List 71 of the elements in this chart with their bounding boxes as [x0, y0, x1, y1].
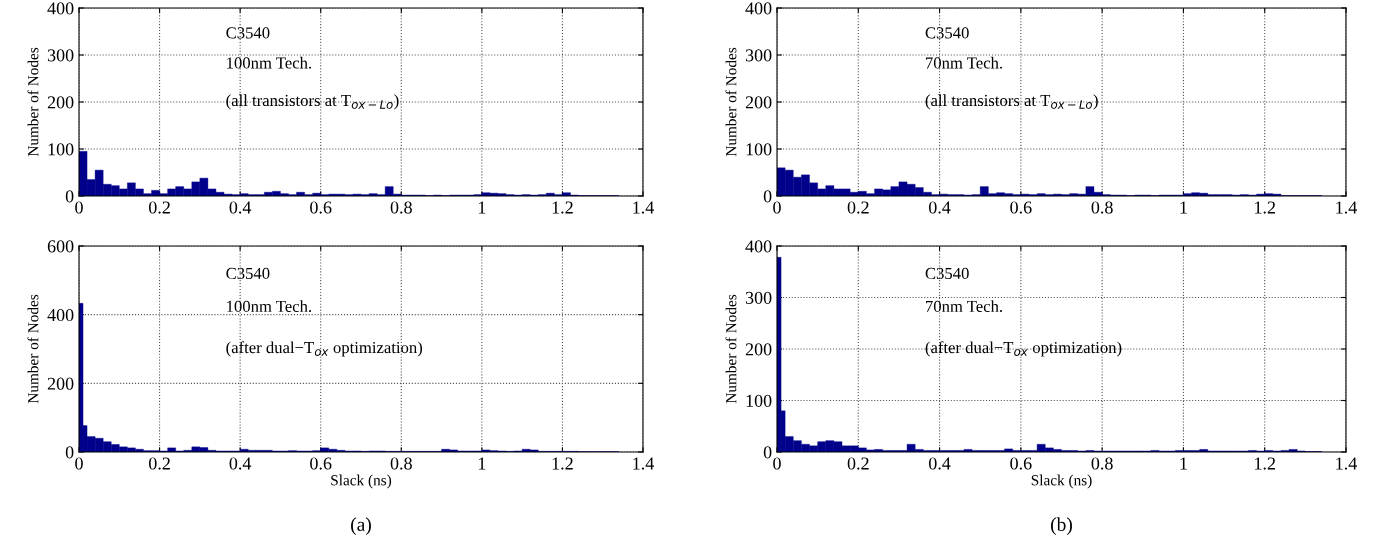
annotation: 100nm Tech. [227, 300, 312, 313]
x-tick-label: 0 [75, 201, 83, 214]
x-tick-label: 0.2 [148, 457, 170, 470]
x-tick-label: 0.2 [847, 457, 869, 470]
x-tick-label: 0.8 [1091, 201, 1113, 214]
annotation: (after dual−T$_{ox}$ optimization) [226, 341, 423, 357]
annotation: (after dual−T$_{ox}$ optimization) [925, 341, 1122, 357]
y-tick-label: 400 [745, 2, 772, 15]
annotation: C3540 [226, 27, 270, 39]
x-tick-label: 1 [1180, 201, 1187, 214]
y-tick-label: 0 [763, 446, 772, 459]
annotation: 70nm Tech. [926, 56, 1002, 69]
x-tick-label: 0.6 [1010, 201, 1032, 214]
y-tick-label: 200 [745, 343, 772, 356]
x-tick-label: 0.2 [847, 201, 869, 214]
y-axis-title: Number of Nodes [725, 47, 737, 157]
annotation: 100nm Tech. [227, 56, 312, 69]
x-tick-label: 0.6 [310, 201, 332, 214]
x-tick-label: 1 [1180, 457, 1187, 470]
y-tick-label: 200 [47, 377, 74, 390]
x-tick-label: 1.2 [552, 201, 573, 214]
x-tick-label: 0.6 [310, 457, 332, 470]
y-tick-label: 0 [65, 446, 74, 459]
y-tick-label: 400 [745, 240, 772, 253]
annotation: (all transistors at T$_{ox−Lo}$) [925, 94, 1098, 110]
x-tick-label: 0.2 [148, 201, 170, 214]
x-tick-label: 0 [773, 201, 781, 214]
text: (a) [351, 517, 371, 535]
text: (b) [1051, 517, 1072, 535]
y-tick-label: 200 [47, 96, 74, 109]
y-tick-label: 100 [746, 394, 772, 407]
annotation: C3540 [925, 267, 969, 280]
x-tick-label: 1.4 [1336, 201, 1357, 214]
x-tick-label: 0.4 [928, 457, 951, 470]
y-tick-label: 400 [47, 308, 74, 322]
annotation: C3540 [226, 267, 270, 280]
y-tick-label: 0 [763, 190, 772, 203]
x-tick-label: 1.4 [633, 201, 654, 214]
x-tick-label: 1.2 [552, 457, 573, 470]
y-axis-title: Number of Nodes [725, 294, 737, 404]
annotation: C3540 [925, 27, 969, 39]
x-tick-label: 0.8 [1091, 457, 1113, 470]
y-tick-label: 100 [746, 143, 772, 156]
x-tick-label: 0 [75, 457, 83, 470]
x-tick-label: 1.4 [633, 457, 654, 470]
y-tick-label: 300 [745, 49, 772, 62]
x-tick-label: 1.2 [1255, 457, 1275, 470]
x-tick-label: 0.4 [229, 457, 252, 470]
y-tick-label: 300 [745, 291, 772, 304]
x-tick-label: 0.6 [1010, 457, 1032, 470]
annotation: 70nm Tech. [926, 300, 1002, 313]
x-tick-label: 0.8 [390, 457, 412, 470]
x-tick-label: 0.4 [928, 201, 951, 214]
x-axis-title: Slack (ns) [331, 474, 392, 489]
y-tick-label: 200 [745, 96, 772, 109]
y-tick-label: 400 [47, 2, 74, 15]
x-tick-label: 0 [773, 457, 781, 470]
y-tick-label: 0 [65, 190, 74, 203]
y-tick-label: 600 [47, 240, 74, 253]
y-axis-title: Number of Nodes [27, 47, 39, 157]
x-tick-label: 1 [478, 457, 486, 470]
x-tick-label: 1 [478, 201, 486, 214]
y-tick-label: 300 [47, 49, 74, 62]
y-axis-title: Number of Nodes [27, 294, 39, 404]
x-tick-label: 0.4 [229, 201, 252, 214]
x-tick-label: 1.2 [1255, 201, 1275, 214]
y-tick-label: 100 [48, 143, 74, 156]
annotation: (all transistors at T$_{ox−Lo}$) [226, 94, 399, 110]
x-tick-label: 0.8 [390, 201, 412, 214]
x-tick-label: 1.4 [1336, 457, 1357, 470]
x-axis-title: Slack (ns) [1031, 474, 1092, 489]
